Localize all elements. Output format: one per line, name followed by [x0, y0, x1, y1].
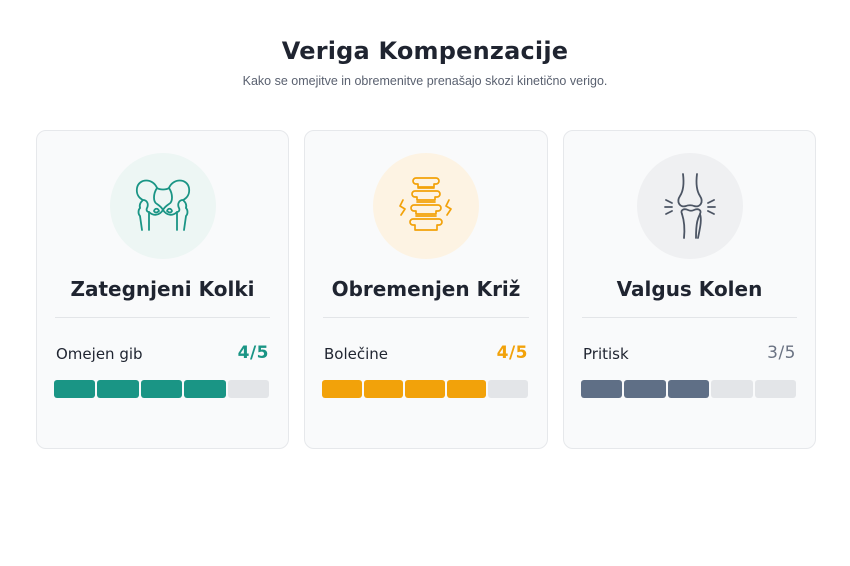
bar-segment-filled: [322, 380, 362, 398]
card-tight-hips: Zategnjeni Kolki Omejen gib 4/5: [36, 130, 289, 449]
metric-label: Pritisk: [583, 345, 629, 363]
metric-value: 4/5: [237, 343, 269, 363]
bar-segment-empty: [711, 380, 753, 398]
bar-segment-filled: [667, 380, 710, 398]
bar-segment-filled: [624, 380, 666, 398]
spine-pain-icon: [399, 177, 452, 231]
bar-segment-filled: [581, 380, 623, 398]
page-title: Veriga Kompenzacije: [281, 37, 569, 65]
bar-segment-empty: [227, 380, 270, 398]
card-knee-valgus: Valgus Kolen Pritisk 3/5: [563, 130, 816, 449]
severity-bar: [581, 380, 797, 398]
bar-segment-filled: [54, 380, 96, 398]
card-title: Obremenjen Križ: [331, 277, 521, 301]
bar-segment-filled: [405, 380, 445, 398]
divider: [323, 317, 529, 318]
bar-segment-filled: [184, 380, 226, 398]
metric-value: 3/5: [767, 343, 796, 363]
card-title: Valgus Kolen: [616, 277, 763, 301]
divider: [582, 317, 797, 318]
metric-label: Bolečine: [324, 345, 389, 363]
card-title: Zategnjeni Kolki: [70, 277, 255, 301]
icon-circle: [373, 153, 479, 259]
bar-segment-filled: [97, 380, 139, 398]
icon-circle: [109, 153, 216, 259]
page-subtitle: Kako se omejitve in obremenitve prenašaj…: [242, 74, 608, 88]
severity-bar: [54, 380, 270, 398]
divider: [55, 317, 270, 318]
severity-bar: [322, 380, 528, 398]
card-loaded-lower-back: Obremenjen Križ Bolečine 4/5: [304, 130, 548, 449]
knee-joint-icon: [663, 173, 716, 239]
bar-segment-filled: [446, 380, 487, 398]
bar-segment-empty: [754, 380, 797, 398]
bar-segment-filled: [363, 380, 404, 398]
icon-circle: [636, 153, 743, 259]
bar-segment-filled: [140, 380, 183, 398]
metric-value: 4/5: [496, 343, 528, 363]
hip-pelvis-icon: [135, 179, 190, 231]
metric-label: Omejen gib: [56, 345, 143, 363]
bar-segment-empty: [488, 380, 528, 398]
